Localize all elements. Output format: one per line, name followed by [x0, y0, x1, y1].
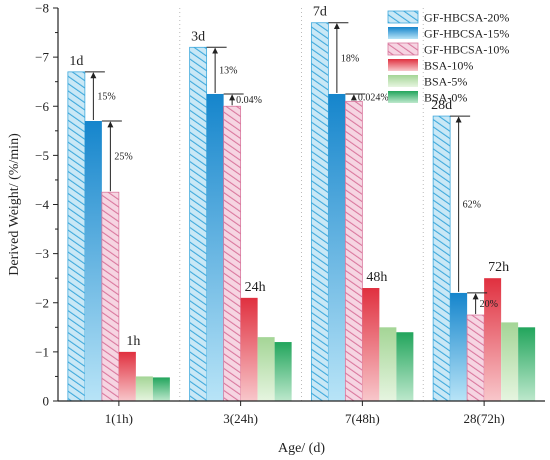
legend-label: GF-HBCSA-10%: [424, 43, 509, 57]
legend-label: BSA-5%: [424, 75, 467, 89]
bar-gf-hbcsa-10--3: [466, 314, 485, 402]
annotation-label: 62%: [463, 200, 481, 211]
bar-gf-hbcsa-20--2: [310, 22, 329, 402]
bar-bsa-5--0: [135, 376, 153, 401]
annotation-label: 18%: [341, 53, 359, 64]
y-tick-label: −2: [35, 295, 49, 310]
bar-bsa-5--1: [257, 337, 275, 401]
y-tick-label: −8: [35, 1, 49, 16]
bar-bsa-10--2: [362, 288, 380, 401]
bar-bsa-10--0: [118, 351, 136, 401]
legend-swatch: [388, 91, 418, 103]
bar-gf-hbcsa-10--0: [101, 191, 120, 402]
group-label: 3d: [191, 29, 205, 44]
bar-gf-hbcsa-15--1: [206, 93, 224, 401]
bar-gf-hbcsa-15--0: [84, 120, 102, 402]
annotation-label: 13%: [219, 66, 237, 77]
y-axis-label: Derived Weight/ (%/min): [7, 133, 22, 276]
annotation-label: 20%: [480, 299, 498, 310]
y-tick-label: −5: [35, 148, 49, 163]
legend-swatch: [387, 10, 419, 24]
x-tick-label: 28(72h): [464, 411, 505, 426]
x-tick-label: 7(48h): [345, 411, 380, 426]
legend-label: BSA-10%: [424, 59, 473, 73]
annotation-label: 15%: [97, 91, 115, 102]
bar-bsa-0--1: [274, 342, 292, 401]
y-tick-label: −7: [35, 50, 49, 65]
y-tick-label: −3: [35, 246, 49, 261]
bar-bsa-5--2: [379, 327, 397, 401]
legend-label: BSA-0%: [424, 91, 467, 105]
legend-swatch: [388, 27, 418, 39]
legend-label: GF-HBCSA-20%: [424, 11, 509, 25]
y-tick-label: −6: [35, 99, 49, 114]
bar-bsa-5--3: [501, 322, 519, 401]
y-tick-label: 0: [43, 394, 50, 409]
y-tick-label: −4: [35, 197, 49, 212]
bar-gf-hbcsa-10--2: [344, 100, 363, 402]
group-label: 7d: [313, 5, 327, 20]
bar-bsa-0--2: [396, 332, 414, 401]
annotation-label: 25%: [114, 152, 132, 163]
bar-gf-hbcsa-20--0: [67, 71, 86, 402]
annotation-label: 0.04%: [236, 95, 262, 106]
bar-gf-hbcsa-20--3: [432, 115, 451, 402]
bar-gf-hbcsa-20--1: [189, 46, 208, 402]
bar-gf-hbcsa-15--3: [450, 292, 468, 401]
annotation-label: 0.024%: [358, 93, 389, 104]
bsa-time-label: 24h: [245, 280, 266, 295]
bsa-time-label: 1h: [126, 334, 140, 349]
y-tick-label: −1: [35, 344, 49, 359]
bsa-time-label: 48h: [366, 270, 387, 285]
bar-gf-hbcsa-10--1: [223, 105, 242, 402]
legend-swatch: [388, 75, 418, 87]
legend-swatch: [387, 42, 419, 56]
x-tick-label: 1(1h): [105, 411, 133, 426]
x-axis-label: Age/ (d): [278, 441, 325, 456]
bar-bsa-10--3: [484, 278, 502, 401]
bar-bsa-0--0: [152, 377, 170, 401]
bar-bsa-0--3: [518, 327, 536, 401]
legend-label: GF-HBCSA-15%: [424, 27, 509, 41]
group-label: 1d: [69, 54, 83, 69]
bsa-time-label: 72h: [488, 260, 509, 275]
legend-swatch: [388, 59, 418, 71]
x-tick-label: 3(24h): [223, 411, 258, 426]
bar-gf-hbcsa-15--2: [328, 93, 346, 401]
bar-bsa-10--1: [240, 297, 258, 401]
group-label: 28d: [431, 98, 452, 113]
